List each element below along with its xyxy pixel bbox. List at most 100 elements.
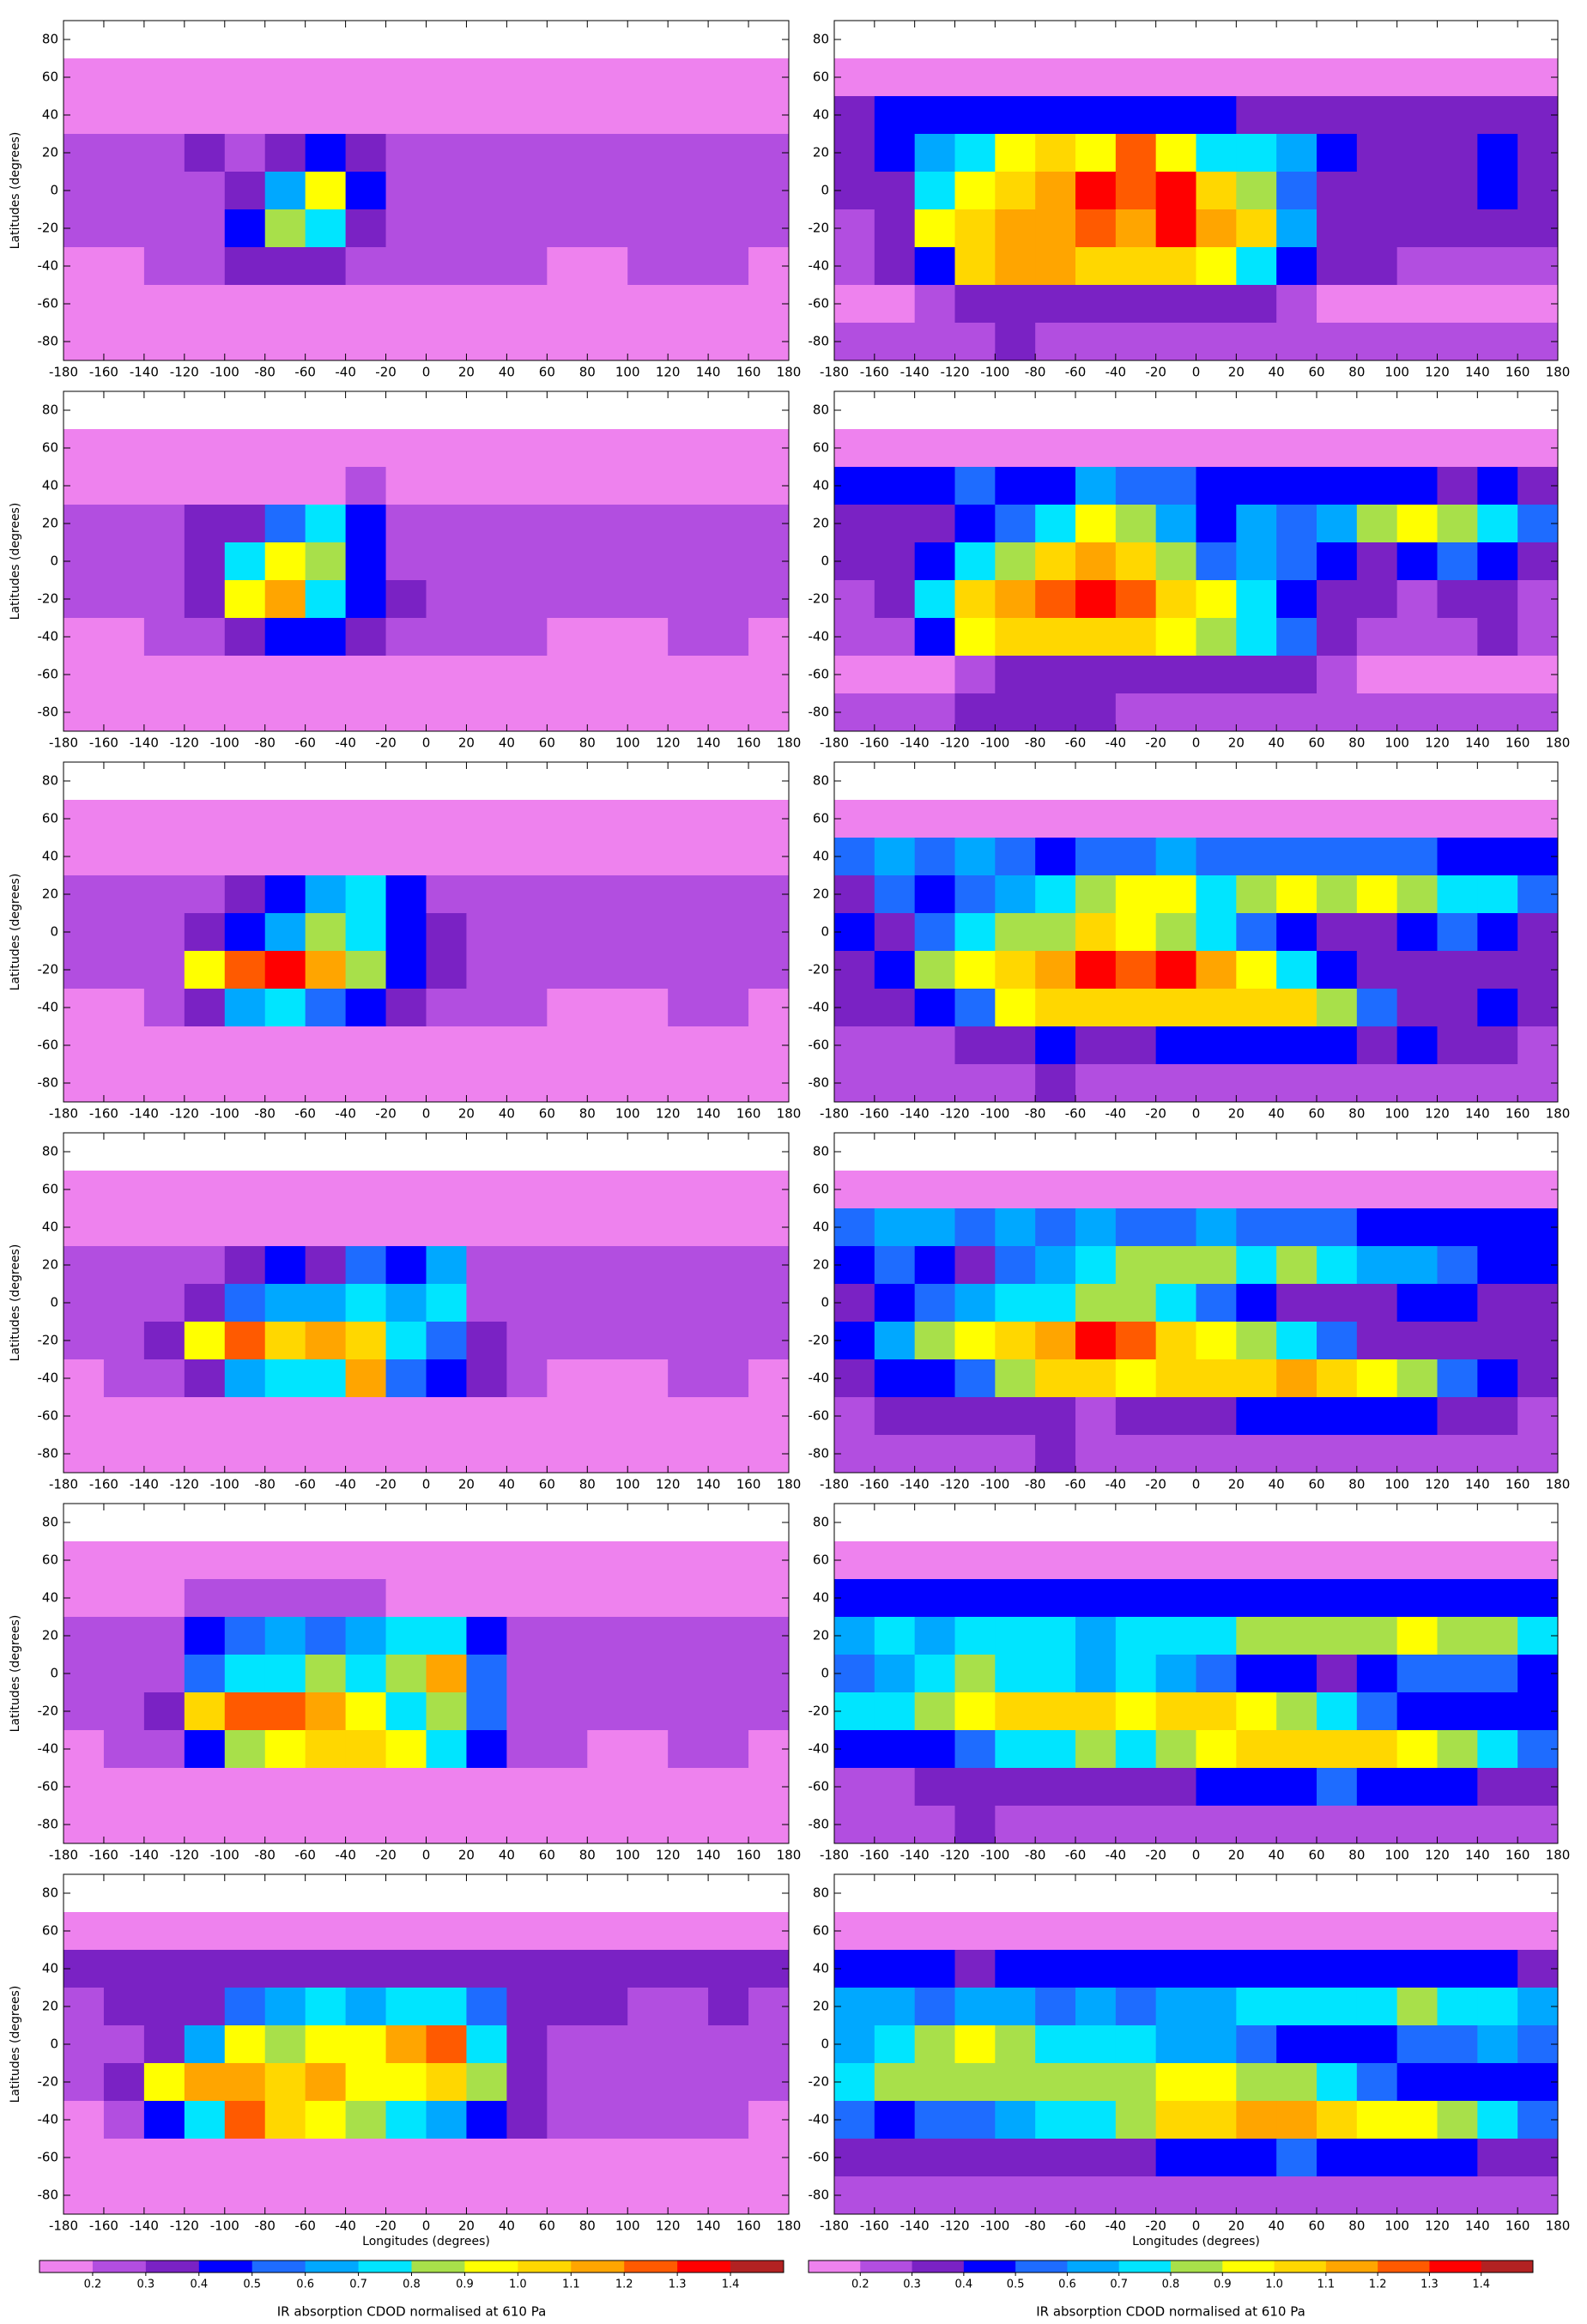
cell bbox=[1276, 618, 1317, 657]
cell bbox=[1115, 505, 1157, 543]
cell bbox=[1236, 1806, 1277, 1844]
cell bbox=[1075, 247, 1117, 286]
x-tick-label: -20 bbox=[1145, 1477, 1166, 1492]
cell bbox=[1035, 2176, 1076, 2215]
cell bbox=[103, 172, 145, 210]
cell bbox=[708, 2101, 749, 2139]
cell bbox=[627, 96, 669, 135]
cell bbox=[143, 542, 185, 581]
cell bbox=[103, 1541, 145, 1580]
cell bbox=[1356, 1171, 1398, 1209]
cell bbox=[914, 656, 955, 694]
y-tick-label: -80 bbox=[38, 1446, 59, 1462]
cell bbox=[1477, 172, 1518, 210]
cell bbox=[1356, 2101, 1398, 2139]
colorbar-swatch bbox=[1015, 2260, 1068, 2273]
cell bbox=[914, 875, 955, 914]
cell bbox=[385, 247, 427, 286]
cell bbox=[954, 1617, 996, 1655]
cell bbox=[1075, 429, 1117, 468]
cell bbox=[1276, 1730, 1317, 1769]
cell bbox=[1236, 1435, 1277, 1474]
cell bbox=[587, 285, 628, 324]
cell bbox=[1075, 951, 1117, 990]
cell bbox=[547, 1730, 588, 1769]
x-tick-label: 180 bbox=[777, 2218, 802, 2234]
cell bbox=[547, 1768, 588, 1807]
cell bbox=[587, 1912, 628, 1951]
cell bbox=[547, 838, 588, 876]
y-tick-label: -80 bbox=[809, 2188, 830, 2203]
cell bbox=[1317, 580, 1358, 619]
cell bbox=[708, 1579, 749, 1618]
cell bbox=[1196, 913, 1237, 952]
x-tick-label: 20 bbox=[1228, 735, 1245, 751]
colorbar-swatch bbox=[624, 2260, 678, 2273]
cell bbox=[1437, 1730, 1478, 1769]
cell bbox=[385, 1950, 427, 1988]
cell bbox=[708, 247, 749, 286]
cell bbox=[1276, 1912, 1317, 1951]
cell bbox=[1236, 2139, 1277, 2177]
cell bbox=[506, 1359, 548, 1398]
x-tick-label: -140 bbox=[130, 1106, 159, 1122]
cell bbox=[1477, 96, 1518, 135]
x-tick-label: -160 bbox=[89, 365, 118, 380]
cell bbox=[954, 172, 996, 210]
colorbar-label: IR absorption CDOD normalised at 610 Pa bbox=[1036, 2304, 1305, 2320]
cell bbox=[143, 172, 185, 210]
cell bbox=[143, 96, 185, 135]
cell bbox=[1035, 1397, 1076, 1436]
cell bbox=[1396, 1284, 1438, 1322]
cell bbox=[1276, 693, 1317, 732]
cell bbox=[264, 580, 306, 619]
y-tick-label: -60 bbox=[38, 2150, 59, 2165]
cell bbox=[547, 800, 588, 838]
cell bbox=[1155, 580, 1196, 619]
x-tick-label: 0 bbox=[1192, 1848, 1201, 1863]
cell bbox=[954, 2025, 996, 2064]
cell bbox=[1477, 693, 1518, 732]
x-tick-label: 100 bbox=[615, 1477, 640, 1492]
cell bbox=[1356, 951, 1398, 990]
cell bbox=[1276, 1692, 1317, 1731]
cell bbox=[1276, 656, 1317, 694]
cell bbox=[264, 1284, 306, 1322]
cell bbox=[1236, 1950, 1277, 1988]
cell bbox=[385, 580, 427, 619]
cell bbox=[184, 2176, 226, 2215]
cell bbox=[1356, 1950, 1398, 1988]
cell bbox=[627, 1435, 669, 1474]
cell bbox=[305, 2025, 347, 2064]
cell bbox=[1155, 1579, 1196, 1618]
cell bbox=[305, 875, 347, 914]
cell bbox=[627, 656, 669, 694]
cell bbox=[587, 913, 628, 952]
cell bbox=[264, 1655, 306, 1693]
cell bbox=[1115, 580, 1157, 619]
x-tick-label: 40 bbox=[1269, 1848, 1285, 1863]
cell bbox=[224, 875, 266, 914]
colorbar-swatch bbox=[860, 2260, 913, 2273]
cell bbox=[914, 1541, 955, 1580]
y-tick-label: 40 bbox=[813, 1590, 829, 1606]
cell bbox=[1236, 1912, 1277, 1951]
cell bbox=[143, 429, 185, 468]
cell bbox=[1196, 1950, 1237, 1988]
y-tick-label: 40 bbox=[42, 1961, 58, 1976]
cell bbox=[143, 209, 185, 248]
x-tick-label: 100 bbox=[615, 735, 640, 751]
cell bbox=[1437, 1617, 1478, 1655]
cell bbox=[184, 2063, 226, 2102]
cell bbox=[1317, 1617, 1358, 1655]
cell bbox=[264, 247, 306, 286]
cell bbox=[103, 951, 145, 990]
cell bbox=[914, 505, 955, 543]
cell bbox=[627, 1541, 669, 1580]
y-tick-label: -40 bbox=[809, 1371, 830, 1386]
cell bbox=[143, 247, 185, 286]
cell bbox=[954, 1655, 996, 1693]
cell bbox=[305, 542, 347, 581]
cell bbox=[1035, 656, 1076, 694]
cell bbox=[1155, 1322, 1196, 1360]
